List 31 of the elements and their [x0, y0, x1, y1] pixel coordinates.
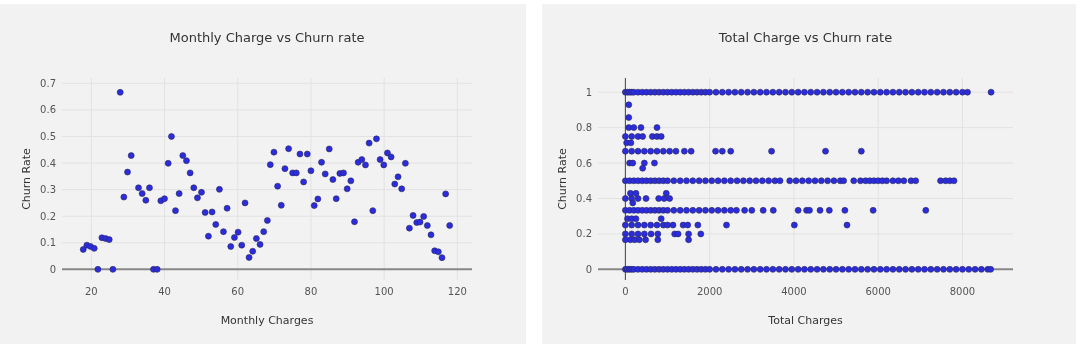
y-tick-label: 0.4 [576, 192, 592, 204]
y-axis-title: Churn Rate [556, 147, 569, 210]
y-tick-label: 0.7 [40, 77, 56, 89]
x-axis-title: Total Charges [767, 314, 843, 327]
y-tick-label: 0.1 [40, 237, 56, 249]
x-tick-label: 4000 [781, 286, 807, 297]
y-axis-title: Churn Rate [20, 147, 33, 210]
x-tick-label: 120 [447, 286, 467, 297]
y-tick-label: 0.4 [40, 157, 56, 169]
chart-title: Monthly Charge vs Churn rate [169, 30, 365, 45]
y-tick-label: 0 [585, 263, 592, 275]
x-tick-label: 100 [374, 286, 394, 297]
x-tick-label: 8000 [949, 286, 976, 297]
y-tick-label: 0.6 [576, 157, 592, 169]
y-tick-label: 0.2 [576, 228, 592, 240]
y-tick-label: 0.3 [40, 184, 56, 196]
y-tick-label: 1 [585, 86, 592, 98]
y-tick-label: 0 [49, 263, 56, 275]
x-tick-label: 80 [304, 286, 318, 297]
x-tick-label: 40 [158, 286, 171, 297]
y-tick-label: 0.8 [576, 122, 592, 134]
x-tick-label: 60 [231, 286, 245, 297]
x-tick-label: 2000 [696, 286, 723, 297]
x-tick-label: 0 [622, 286, 629, 297]
y-tick-label: 0.6 [40, 104, 56, 116]
y-tick-label: 0.5 [40, 130, 56, 142]
y-tick-label: 0.2 [40, 210, 56, 222]
chart-title: Total Charge vs Churn rate [717, 30, 893, 45]
x-tick-label: 6000 [865, 286, 891, 297]
x-tick-label: 20 [84, 286, 98, 297]
x-axis-title: Monthly Charges [220, 314, 314, 327]
